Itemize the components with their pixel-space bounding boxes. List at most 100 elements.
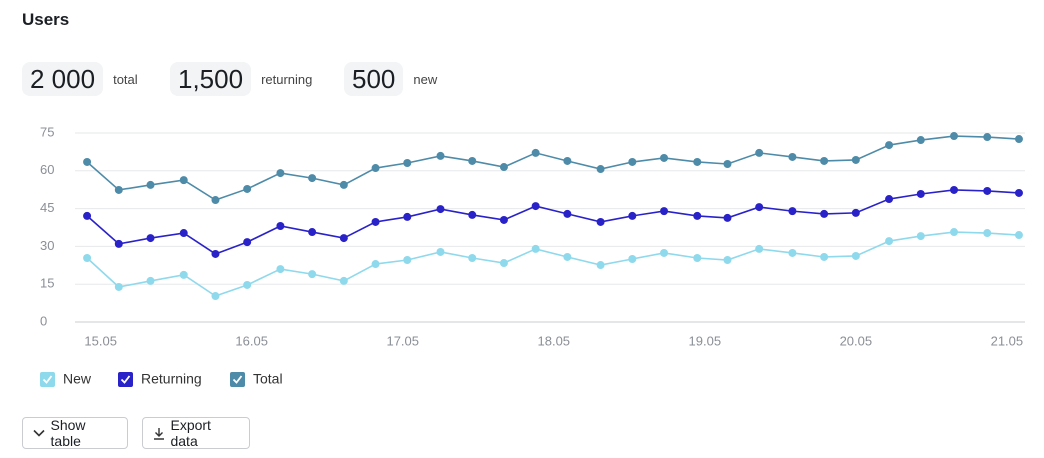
data-point: [885, 195, 894, 204]
data-point: [983, 186, 992, 195]
data-point: [660, 248, 669, 257]
legend-label: Total: [253, 371, 283, 387]
data-point: [83, 211, 92, 220]
data-point: [308, 228, 317, 237]
data-point: [403, 256, 412, 265]
data-point: [83, 157, 92, 166]
data-point: [723, 159, 732, 168]
y-tick-label: 15: [40, 276, 54, 291]
stat-label: returning: [261, 71, 313, 87]
data-point: [851, 208, 860, 217]
legend-check: [120, 375, 131, 384]
y-tick-label: 0: [40, 313, 47, 328]
data-point: [788, 207, 797, 216]
data-point: [820, 209, 829, 218]
data-point: [499, 215, 508, 224]
data-point: [755, 244, 764, 253]
data-point: [179, 176, 188, 185]
data-point: [436, 151, 445, 160]
series-line: [86, 189, 1020, 255]
data-point: [788, 248, 797, 257]
data-point: [851, 155, 860, 164]
download-icon: [154, 427, 164, 440]
x-tick-label: 16.05: [235, 333, 268, 348]
data-point: [596, 261, 605, 270]
data-point: [950, 132, 959, 141]
data-point: [468, 253, 477, 262]
y-tick-label: 60: [40, 162, 54, 177]
data-point: [403, 158, 412, 167]
stat-label: total: [113, 71, 138, 87]
data-point: [723, 256, 732, 265]
export-data-button[interactable]: Export data: [142, 417, 250, 449]
data-point: [146, 180, 155, 189]
data-point: [371, 217, 380, 226]
data-point: [339, 180, 348, 189]
stat: 2 000 total: [22, 62, 138, 96]
data-point: [339, 276, 348, 285]
data-point: [628, 255, 637, 263]
data-point: [83, 253, 92, 262]
data-point: [820, 252, 829, 261]
x-tick-label: 17.05: [386, 333, 419, 348]
data-point: [308, 174, 317, 183]
stat-value: 500: [344, 62, 404, 96]
data-point: [596, 217, 605, 226]
data-point: [308, 270, 317, 279]
x-tick-label: 15.05: [84, 333, 117, 348]
stat-value: 1,500: [170, 62, 252, 96]
x-tick-label: 21.05: [991, 333, 1024, 348]
data-point: [114, 239, 123, 248]
x-tick-label: 19.05: [689, 333, 722, 348]
data-point: [403, 212, 412, 221]
data-point: [563, 156, 572, 165]
data-point: [276, 265, 285, 274]
data-point: [916, 189, 925, 198]
data-point: [885, 141, 894, 150]
show-table-button[interactable]: Show table: [22, 417, 128, 449]
y-tick-label: 45: [40, 200, 54, 215]
data-point: [146, 276, 155, 285]
data-point: [499, 163, 508, 172]
data-point: [563, 209, 572, 218]
data-point: [146, 234, 155, 243]
x-tick-label: 18.05: [538, 333, 571, 348]
data-point: [114, 185, 123, 194]
y-tick-label: 30: [40, 238, 54, 253]
data-point: [693, 157, 702, 166]
data-point: [1014, 135, 1023, 144]
data-point: [531, 148, 540, 157]
legend-checkbox: [118, 372, 133, 387]
data-point: [596, 165, 605, 174]
data-point: [243, 184, 252, 193]
legend-label: New: [63, 371, 92, 387]
button-label: Export data: [170, 417, 211, 449]
data-point: [693, 253, 702, 262]
data-point: [660, 153, 669, 162]
data-point: [499, 259, 508, 268]
legend-checkbox: [230, 372, 245, 387]
series-line: [86, 231, 1020, 297]
data-point: [468, 156, 477, 165]
data-point: [755, 148, 764, 157]
data-point: [788, 152, 797, 161]
legend-label: Returning: [141, 371, 202, 387]
legend-check: [232, 375, 243, 384]
data-point: [531, 244, 540, 253]
data-point: [885, 237, 894, 246]
data-point: [371, 164, 380, 173]
data-point: [723, 213, 732, 222]
data-point: [950, 185, 959, 194]
data-point: [983, 133, 992, 142]
data-point: [531, 202, 540, 211]
data-point: [1014, 231, 1023, 240]
data-point: [436, 247, 445, 256]
legend-check: [42, 375, 53, 384]
data-point: [211, 196, 220, 205]
data-point: [468, 210, 477, 219]
data-point: [371, 260, 380, 269]
widget-title: Users: [22, 10, 70, 29]
data-point: [276, 169, 285, 178]
